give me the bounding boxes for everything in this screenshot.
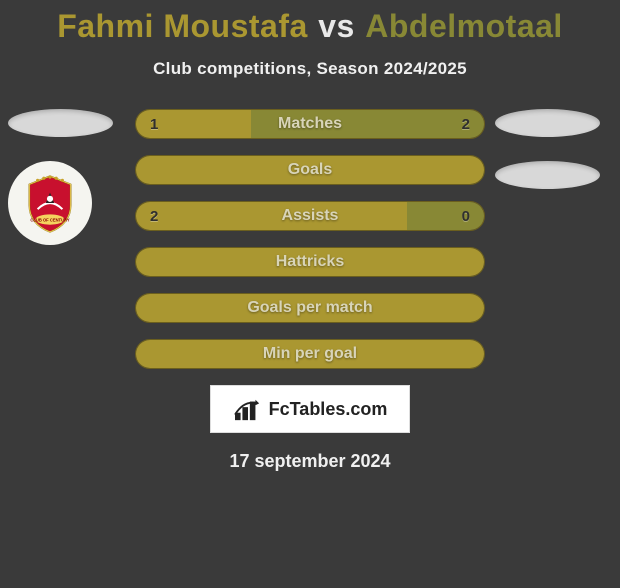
player1-placeholder-ellipse [8,109,113,137]
player1-name: Fahmi Moustafa [57,8,308,44]
stat-bar-left-segment [136,340,484,368]
brand-watermark: FcTables.com [210,385,410,433]
al-ahly-crest-icon: CLUB OF CENTURY [19,172,81,234]
stat-bar: Hattricks [135,247,485,277]
fctables-chart-icon [233,396,263,422]
stat-bar-right-segment: 2 [251,110,484,138]
stat-bar-left-segment [136,248,484,276]
stat-bar-left-segment: 2 [136,202,407,230]
brand-text: FcTables.com [269,399,388,420]
stat-bar: Min per goal [135,339,485,369]
stat-bar: Goals per match [135,293,485,323]
subtitle: Club competitions, Season 2024/2025 [0,59,620,79]
page-title: Fahmi Moustafa vs Abdelmotaal [0,8,620,45]
player2-placeholder-ellipse-2 [495,161,600,189]
content-area: CLUB OF CENTURY 12Matches Goals 20Assists H… [0,109,620,472]
stat-bar-right-segment: 0 [407,202,484,230]
player1-club-badge: CLUB OF CENTURY [8,161,92,245]
player2-name: Abdelmotaal [365,8,563,44]
stat-bar-left-segment [136,294,484,322]
player2-logo-column [495,109,600,213]
date-text: 17 september 2024 [0,451,620,472]
player1-logo-column: CLUB OF CENTURY [8,109,113,245]
stat-bar: 20Assists [135,201,485,231]
svg-text:CLUB OF CENTURY: CLUB OF CENTURY [30,218,70,223]
stat-bar-left-segment [136,156,484,184]
stat-bar: 12Matches [135,109,485,139]
player2-placeholder-ellipse-1 [495,109,600,137]
stats-bars: 12Matches Goals 20Assists Hattricks Goals pe… [135,109,485,369]
stat-bar: Goals [135,155,485,185]
vs-text: vs [318,8,355,44]
stat-bar-left-segment: 1 [136,110,251,138]
